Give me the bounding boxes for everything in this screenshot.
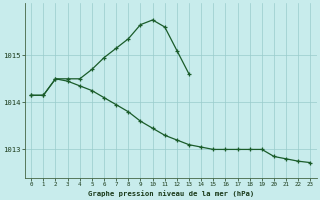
X-axis label: Graphe pression niveau de la mer (hPa): Graphe pression niveau de la mer (hPa) [88, 190, 254, 197]
